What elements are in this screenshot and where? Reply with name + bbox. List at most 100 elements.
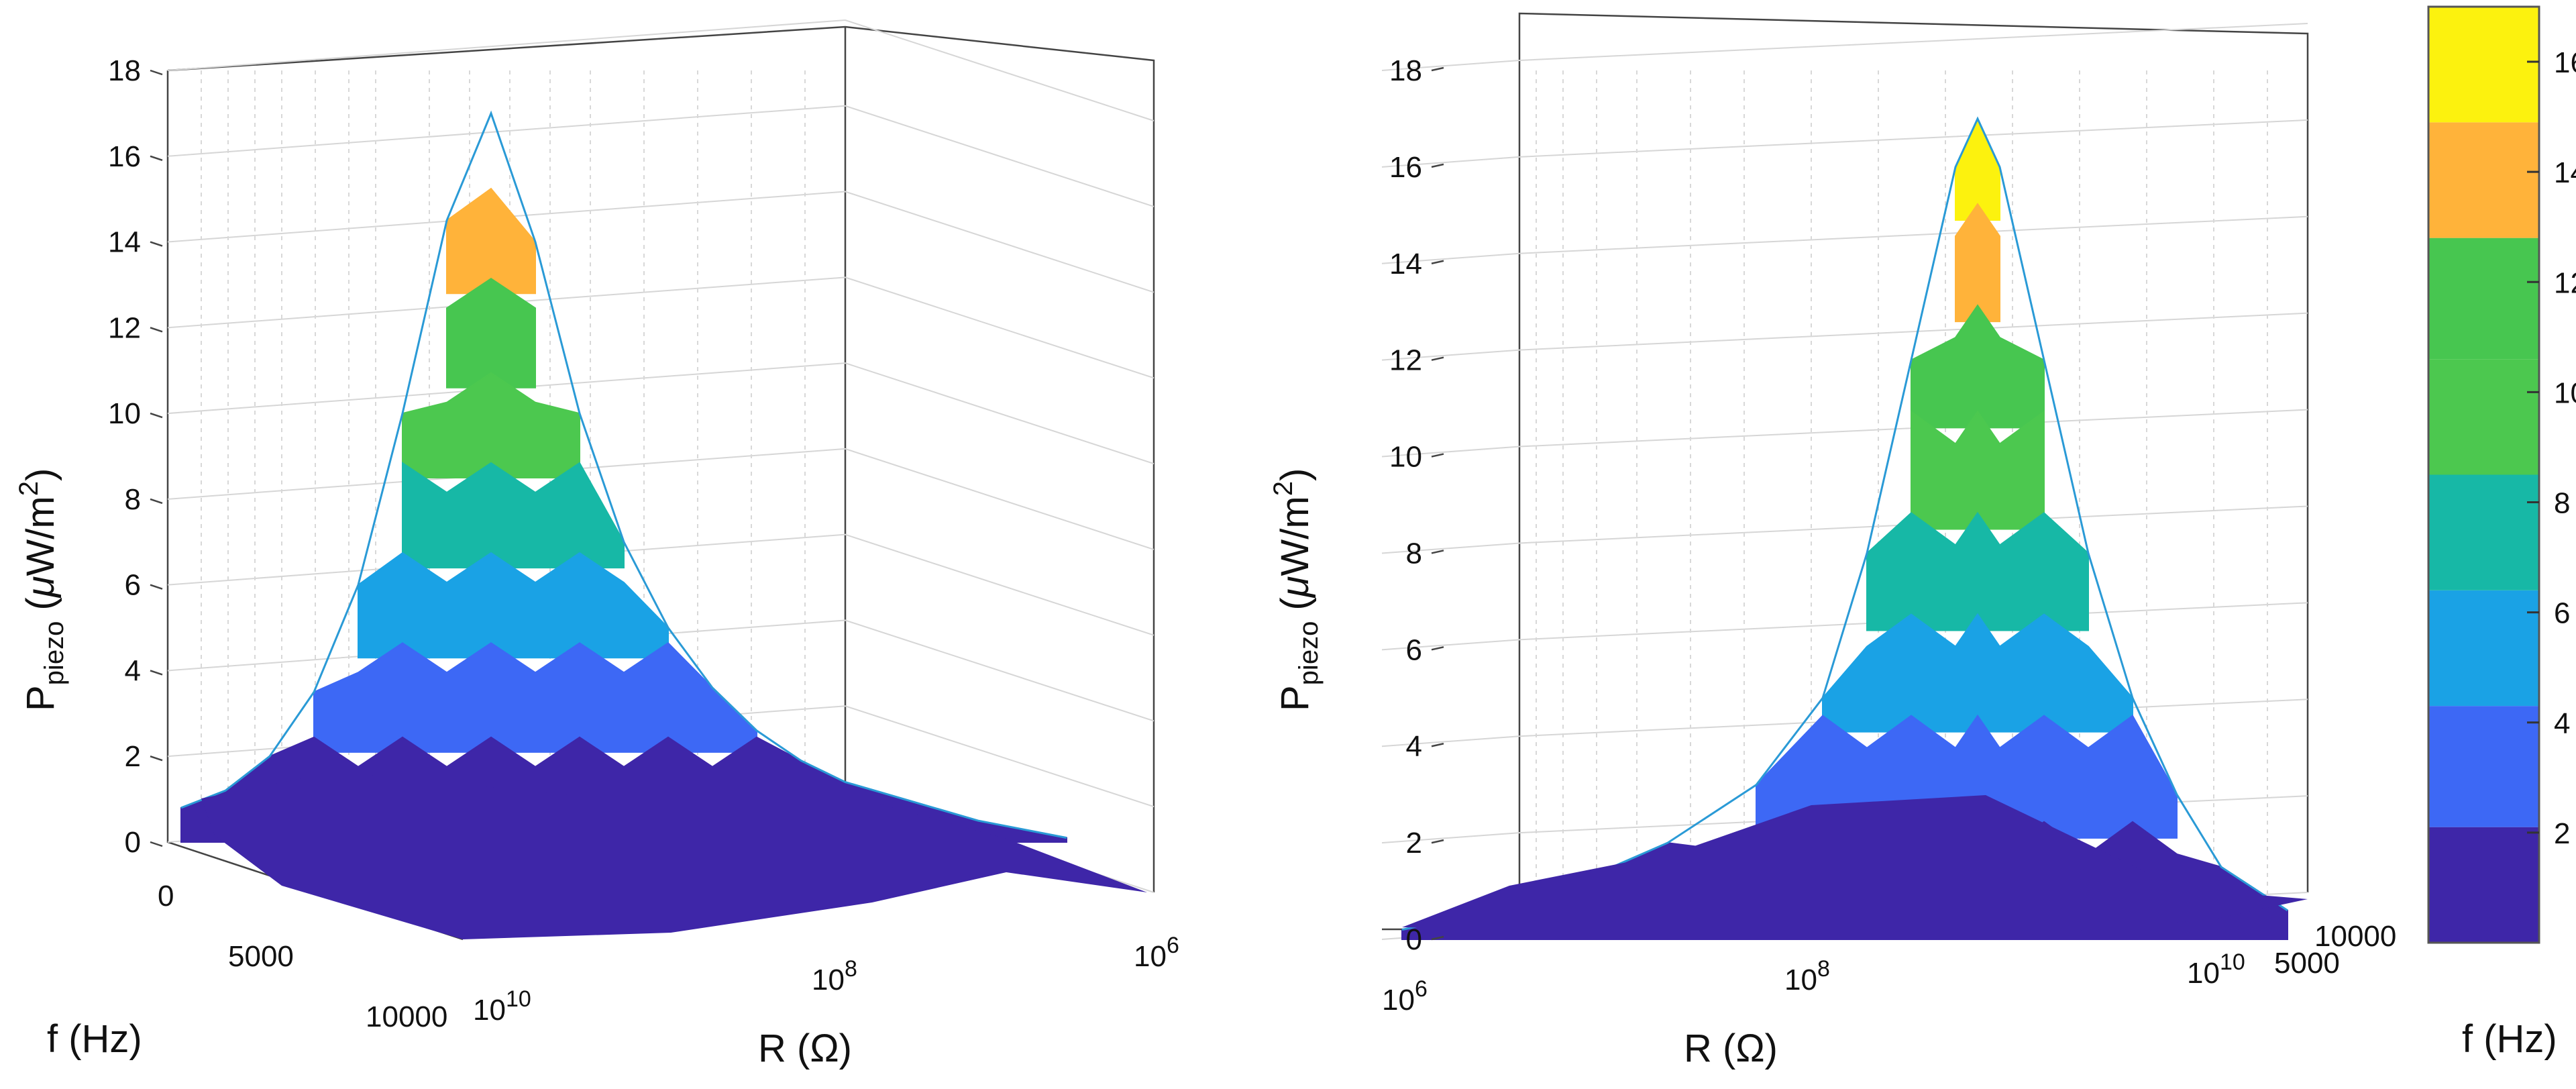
right-z-gridline [1381,23,2308,71]
right-z-gridline [1381,312,2308,361]
colorbar-tick-label: 2 [2554,817,2570,850]
colorbar-tick-label: 14 [2554,156,2576,189]
right-r-tick-label: 106 [1382,976,1428,1017]
colorbar-tick-label: 8 [2554,487,2570,520]
left-z-tick-label: 16 [108,140,141,173]
colorbar: 2 4 6 8 10 12 14 16 [2427,5,2576,944]
right-z-tick-label: 18 [1389,54,1422,87]
left-z-axis-label: Ppiezo (μW/m2) [14,468,69,711]
right-z-ticks: 0 2 4 6 8 10 12 14 16 18 [1389,54,1444,956]
colorbar-band [2428,122,2539,238]
left-z-gridline [167,19,1155,121]
left-z-tick-label: 6 [125,569,141,602]
left-z-tick-label: 14 [108,226,141,259]
right-f-tick-label: 10000 [2314,920,2396,953]
colorbar-band [2428,359,2539,475]
left-r-tick-label: 106 [1134,933,1179,973]
colorbar-tick-label: 4 [2554,707,2570,740]
right-z-tick [1431,163,1444,168]
right-z-tick [1431,550,1444,554]
left-z-gridline [167,105,1155,207]
right-r-tick-label: 1010 [2187,949,2245,990]
colorbar-band [2428,474,2539,590]
right-z-gridline [1381,505,2308,554]
right-z-tick [1431,935,1444,941]
right-z-tick-label: 14 [1389,248,1422,280]
right-z-tick-label: 16 [1389,151,1422,184]
right-z-axis-label: Ppiezo (μW/m2) [1269,468,1324,711]
right-surface-band [1822,613,2133,733]
right-z-gridline [1381,119,2308,168]
colorbar-frame [2427,5,2540,944]
colorbar-tick-label: 16 [2554,46,2576,79]
right-surface-band [1866,511,2089,631]
left-r-ticks: 1010 108 106 [473,933,1179,1027]
right-surface-band [1955,203,2000,323]
left-z-gridline [167,362,1155,465]
colorbar-band [2428,590,2539,707]
right-z-tick-label: 6 [1406,633,1422,666]
right-f-tick-label: 5000 [2274,947,2340,980]
left-f-tick-label: 0 [158,880,174,913]
colorbar-band [2428,7,2539,123]
right-z-tick-label: 4 [1406,730,1422,763]
right-z-tick [1431,743,1444,747]
right-surface-band [1911,410,2045,530]
left-r-tick-label: 108 [812,956,857,996]
right-z-tick [1431,453,1444,458]
left-z-gridline [167,276,1155,379]
left-surface-outline [180,110,1067,839]
left-z-tick-label: 18 [108,54,141,87]
left-z-tick [150,327,163,333]
left-surface-band [358,552,669,659]
right-z-tick-label: 12 [1389,344,1422,377]
left-z-tick-label: 10 [108,397,141,430]
left-z-tick-label: 8 [125,483,141,516]
right-r-axis-label: R (Ω) [1684,1027,1778,1070]
left-f-axis-label: f (Hz) [47,1017,142,1061]
left-z-tick [150,584,163,590]
right-z-tick [1431,646,1444,651]
left-surface-plot: 0 2 4 6 8 10 12 14 16 18 1010 108 106 0 5000 10000 Pp… [14,19,1179,1070]
colorbar-band [2428,238,2539,360]
left-surface-base [201,772,1147,939]
right-z-gridline [1381,215,2308,264]
left-r-axis-label: R (Ω) [758,1027,852,1070]
left-z-ticks: 0 2 4 6 8 10 12 14 16 18 [108,54,163,859]
right-z-gridline [1381,409,2308,458]
right-z-tick [1431,66,1444,72]
left-z-tick [150,155,163,161]
right-surface [1401,116,2308,940]
right-z-tick-label: 10 [1389,441,1422,474]
right-z-tick [1431,839,1444,844]
left-z-tick [150,756,163,762]
left-f-tick-label: 5000 [228,940,294,973]
left-z-gridline [167,191,1155,293]
right-surface-base [1402,795,2308,936]
colorbar-tick-label: 6 [2554,597,2570,630]
left-wall-edge [167,25,1155,892]
right-surface-outline [1401,116,2288,931]
left-z-tick [150,841,163,847]
right-z-tick-label: 2 [1406,827,1422,860]
left-surface-band [446,187,536,295]
left-z-tick [150,670,163,676]
colorbar-band [2428,706,2539,827]
left-r-tick-label: 1010 [473,986,531,1027]
left-z-tick [150,241,163,247]
right-f-axis-label: f (Hz) [2462,1017,2557,1061]
left-z-tick-label: 12 [108,311,141,344]
left-surface-band [402,462,625,569]
right-surface-band [1911,304,2045,429]
left-f-ticks: 0 5000 10000 [158,880,447,1033]
left-z-tick [150,498,163,505]
right-z-tick [1431,356,1444,361]
right-wall-edge [1518,12,2309,892]
left-z-tick [150,69,163,76]
left-surface-band [446,278,536,388]
left-z-gridline [167,448,1155,550]
left-surface-band [402,372,580,478]
